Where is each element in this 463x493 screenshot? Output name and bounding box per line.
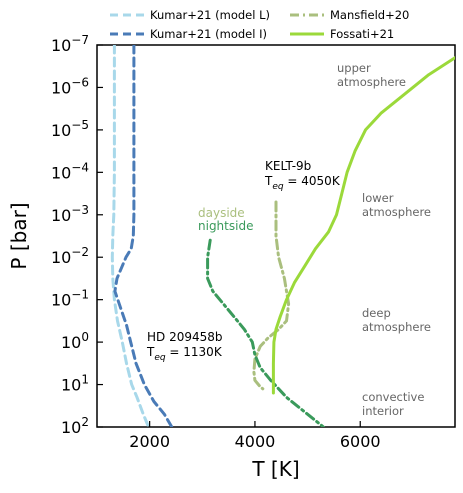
region-label-upper: atmosphere — [337, 75, 406, 89]
y-tick-label: 101 — [61, 373, 89, 395]
y-tick-label: 10−7 — [51, 33, 89, 55]
x-tick-label: 6000 — [340, 432, 381, 451]
legend-label: Mansfield+20 — [330, 8, 409, 22]
legend: Kumar+21 (model L) Kumar+21 (model I) Mans… — [110, 8, 409, 41]
y-tick-label: 10−3 — [51, 203, 89, 225]
hd209458b-teq: Teq = 1130K — [146, 345, 223, 363]
legend-label: Kumar+21 (model I) — [150, 27, 267, 41]
hd209458b-name: HD 209458b — [147, 330, 223, 344]
region-label-lower: atmosphere — [362, 205, 431, 219]
legend-label: Kumar+21 (model L) — [150, 8, 270, 22]
y-tick-label: 10−2 — [51, 245, 89, 267]
y-tick-label: 100 — [61, 330, 89, 352]
series-line-1 — [113, 45, 174, 427]
x-axis-label: T [K] — [251, 457, 299, 481]
region-label-convective: convective — [362, 390, 424, 404]
y-tick-label: 10−6 — [51, 75, 89, 97]
kelt9b-teq: Teq = 4050K — [264, 174, 341, 192]
x-tick-label: 2000 — [129, 432, 170, 451]
annotation-layer: upperatmosphereloweratmospheredeepatmosp… — [146, 61, 431, 418]
y-tick-label: 10−1 — [51, 288, 89, 310]
y-tick-label: 102 — [61, 415, 89, 437]
kelt9b-name: KELT-9b — [265, 159, 311, 173]
y-axis-label: P [bar] — [7, 202, 31, 269]
dayside-label: dayside — [198, 206, 245, 220]
series-line-4 — [271, 56, 455, 395]
series-line-3 — [206, 238, 325, 427]
y-tick-label: 10−5 — [51, 118, 89, 140]
legend-label: Fossati+21 — [330, 27, 394, 41]
series-line-0 — [110, 45, 151, 427]
region-label-upper: upper — [337, 61, 371, 75]
region-label-convective: interior — [362, 404, 404, 418]
region-label-deep: atmosphere — [362, 320, 431, 334]
region-label-lower: lower — [362, 191, 394, 205]
y-tick-label: 10−4 — [51, 160, 89, 182]
series-layer — [110, 45, 455, 427]
ticks-layer: 2000 4000 6000 10−7 10−6 10−5 10−4 10−3 10−2 10−1… — [51, 33, 381, 451]
series-line-2 — [252, 200, 291, 391]
region-label-deep: deep — [362, 306, 391, 320]
x-tick-label: 4000 — [235, 432, 276, 451]
nightside-label: nightside — [198, 219, 253, 233]
